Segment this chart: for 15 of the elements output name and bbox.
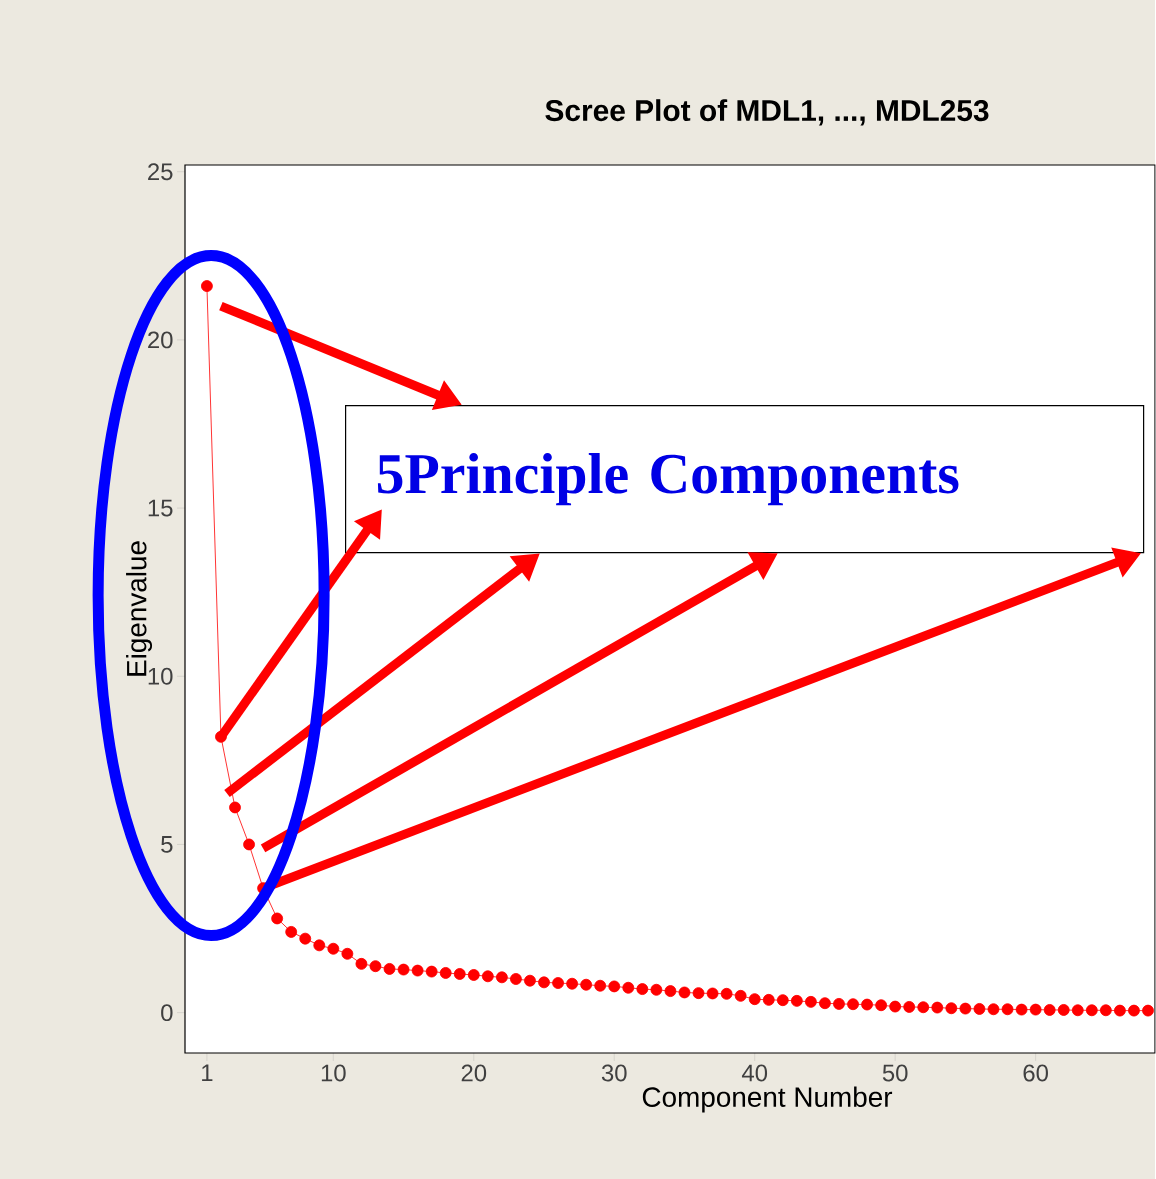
chart-title: Scree Plot of MDL1, ..., MDL253: [545, 99, 989, 126]
y-tick-label: 15: [148, 499, 173, 517]
y-tick-label: 5: [161, 836, 173, 853]
x-tick-label: 10: [322, 1064, 346, 1082]
x-tick-label: 1: [202, 1064, 213, 1081]
x-tick-label: 20: [461, 1064, 487, 1082]
x-tick-label: 30: [602, 1064, 627, 1082]
x-tick-label: 40: [742, 1064, 768, 1082]
y-tick-label: 20: [148, 331, 173, 349]
annotation: 5Principle Components: [378, 452, 959, 506]
y-tick-label: 25: [148, 163, 173, 181]
x-tick-label: 60: [1023, 1064, 1049, 1082]
x-tick-label: 50: [883, 1064, 908, 1082]
y-tick-label: 0: [161, 1004, 173, 1022]
x-axis-title: Component Number: [643, 1086, 893, 1113]
